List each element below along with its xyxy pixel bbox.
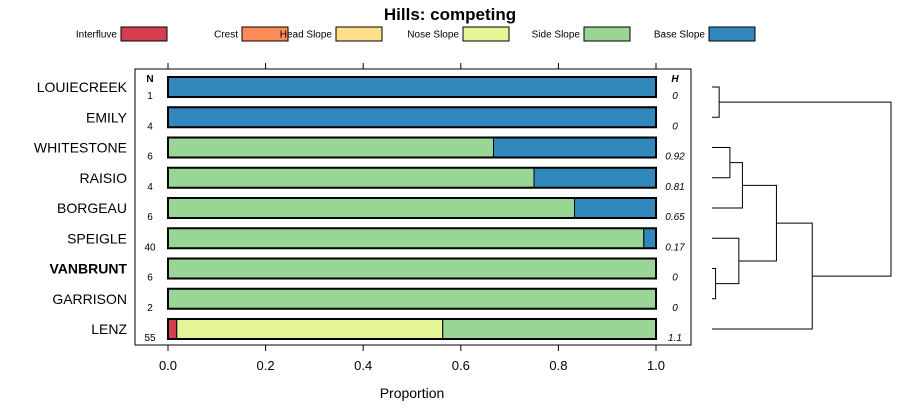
legend-label-head-slope: Head Slope bbox=[280, 30, 333, 41]
legend-swatch-base-slope bbox=[708, 26, 756, 42]
bar-raisio-base-slope bbox=[533, 167, 657, 189]
legend: Interfluve Crest Head Slope Nose Slope Side … bbox=[76, 26, 756, 42]
bar-outline-raisio bbox=[167, 166, 657, 189]
dendrogram-merge-7 bbox=[712, 222, 813, 330]
legend-swatch-interfluve bbox=[120, 26, 168, 42]
legend-swatch-head-slope bbox=[335, 26, 383, 42]
row-label-emily: EMILY bbox=[86, 109, 128, 125]
row-labels: LOUIECREEK EMILY WHITESTONE RAISIO BORGEAU SP… bbox=[34, 79, 128, 337]
dendrogram-merge-6 bbox=[738, 184, 777, 262]
row-label-borgeau: BORGEAU bbox=[57, 200, 127, 216]
n-value-whitestone: 6 bbox=[147, 152, 153, 163]
h-value-whitestone: 0.92 bbox=[665, 152, 685, 163]
bar-speigle-base-slope bbox=[643, 227, 657, 249]
bar-speigle-side-slope bbox=[167, 227, 645, 249]
bar-outline-emily bbox=[167, 106, 657, 129]
bar-lenz-side-slope bbox=[442, 318, 657, 340]
bar-outline-garrison bbox=[167, 287, 657, 310]
x-tick-label-1.0: 1.0 bbox=[647, 358, 665, 373]
row-label-vanbrunt: VANBRUNT bbox=[49, 261, 127, 277]
n-value-louiecreek: 1 bbox=[147, 91, 153, 102]
bar-louiecreek-base-slope bbox=[167, 76, 657, 98]
x-axis: 0.0 0.2 0.4 0.6 0.8 1.0 bbox=[159, 63, 665, 373]
legend-swatch-side-slope bbox=[583, 26, 631, 42]
h-value-speigle: 0.17 bbox=[665, 242, 685, 253]
n-value-garrison: 2 bbox=[147, 303, 153, 314]
row-label-raisio: RAISIO bbox=[80, 170, 128, 186]
n-value-borgeau: 6 bbox=[147, 212, 153, 223]
dendrogram-merge-1 bbox=[712, 86, 720, 118]
h-value-garrison: 0 bbox=[672, 303, 678, 314]
legend-label-base-slope: Base Slope bbox=[654, 30, 706, 41]
bar-outline-speigle bbox=[167, 227, 657, 250]
row-label-garrison: GARRISON bbox=[52, 291, 127, 307]
bar-outline-vanbrunt bbox=[167, 257, 657, 280]
dendrogram bbox=[712, 86, 892, 330]
h-value-louiecreek: 0 bbox=[672, 91, 678, 102]
n-value-speigle: 40 bbox=[144, 242, 156, 253]
n-value-vanbrunt: 6 bbox=[147, 273, 153, 284]
h-value-borgeau: 0.65 bbox=[665, 212, 685, 223]
x-tick-label-0.4: 0.4 bbox=[354, 358, 372, 373]
bar-lenz-interfluve bbox=[167, 318, 178, 340]
bars bbox=[167, 76, 657, 340]
plot-frame bbox=[134, 68, 692, 346]
legend-swatch-nose-slope bbox=[462, 26, 510, 42]
n-value-raisio: 4 bbox=[147, 182, 153, 193]
bar-whitestone-side-slope bbox=[167, 137, 494, 158]
bar-whitestone-base-slope bbox=[492, 137, 657, 158]
x-tick-label-0.2: 0.2 bbox=[257, 358, 275, 373]
x-tick-label-0.8: 0.8 bbox=[549, 358, 567, 373]
h-value-emily: 0 bbox=[672, 121, 678, 132]
n-column-header: N bbox=[146, 74, 153, 85]
n-value-lenz: 55 bbox=[144, 333, 156, 344]
row-label-speigle: SPEIGLE bbox=[67, 230, 127, 246]
dendrogram-merge-3 bbox=[712, 147, 731, 179]
bar-vanbrunt-side-slope bbox=[167, 258, 657, 279]
bar-outline-lenz bbox=[167, 318, 657, 340]
chart-title: Hills: competing bbox=[384, 5, 516, 24]
h-values: 0 0 0.92 0.81 0.65 0.17 0 0 1.1 bbox=[665, 91, 685, 344]
row-label-louiecreek: LOUIECREEK bbox=[37, 79, 128, 95]
x-tick-label-0.0: 0.0 bbox=[159, 358, 177, 373]
legend-label-side-slope: Side Slope bbox=[532, 30, 581, 41]
bar-borgeau-base-slope bbox=[574, 197, 657, 219]
dendrogram-merge-2 bbox=[712, 268, 717, 300]
n-values: 1 4 6 4 6 40 6 2 55 bbox=[144, 91, 156, 344]
bar-garrison-side-slope bbox=[167, 288, 657, 310]
legend-label-nose-slope: Nose Slope bbox=[407, 30, 459, 41]
h-value-lenz: 1.1 bbox=[668, 333, 682, 344]
bar-raisio-side-slope bbox=[167, 167, 535, 189]
bar-outline-borgeau bbox=[167, 197, 657, 219]
legend-label-crest: Crest bbox=[214, 30, 238, 41]
legend-label-interfluve: Interfluve bbox=[76, 30, 118, 41]
row-label-lenz: LENZ bbox=[91, 321, 127, 337]
dendrogram-merge-8 bbox=[719, 101, 892, 277]
h-column-header: H bbox=[671, 74, 679, 85]
dendrogram-merge-5 bbox=[712, 162, 743, 209]
h-value-raisio: 0.81 bbox=[665, 182, 684, 193]
bar-emily-base-slope bbox=[167, 106, 657, 128]
row-label-whitestone: WHITESTONE bbox=[34, 140, 127, 156]
bar-lenz-nose-slope bbox=[176, 318, 444, 340]
bar-outline-whitestone bbox=[167, 136, 657, 159]
n-value-emily: 4 bbox=[147, 121, 153, 132]
bar-borgeau-side-slope bbox=[167, 197, 576, 219]
x-axis-label: Proportion bbox=[380, 385, 445, 401]
x-tick-label-0.6: 0.6 bbox=[452, 358, 470, 373]
legend-swatch-crest bbox=[241, 26, 289, 42]
h-value-vanbrunt: 0 bbox=[672, 273, 678, 284]
bar-outline-louiecreek bbox=[167, 76, 657, 98]
